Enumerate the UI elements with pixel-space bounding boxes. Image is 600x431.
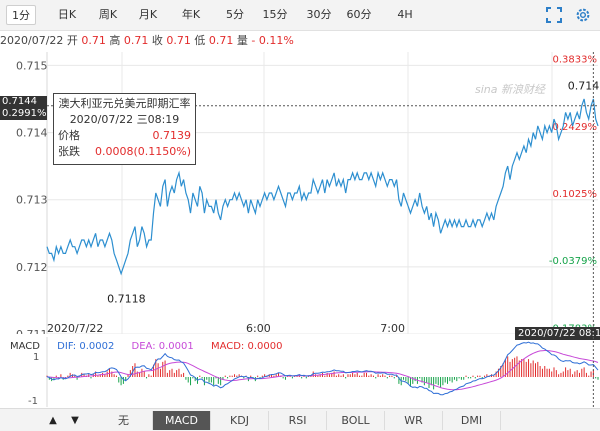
macd-y-tick-1: 1	[33, 352, 39, 363]
crosshair-time-label: 2020/07/22 08:19	[515, 327, 600, 340]
x-tick-label-1: 6:00	[246, 322, 271, 334]
tab-5[interactable]: 5分	[226, 8, 244, 21]
tooltip-time: 2020/07/22 三08:19	[69, 113, 180, 126]
low-label: 低	[194, 34, 206, 47]
crosshair-price: 0.7144	[2, 96, 37, 107]
tab-2[interactable]: 周K	[98, 8, 118, 21]
indicator-tab-bar: ▲ ▼ 无 MACD KDJ RSI BOLL WR DMI	[0, 408, 600, 431]
tab-3[interactable]: 月K	[138, 8, 158, 21]
indicator-tab-4[interactable]: BOLL	[327, 411, 385, 430]
tab-9[interactable]: 4H	[397, 8, 413, 21]
crosshair-price-label: 0.7144 0.2991%	[0, 96, 47, 120]
y-tick-label-2: 0.713	[16, 194, 48, 207]
annotation-1: 0.7118	[107, 292, 146, 305]
y-tick-label-1: 0.714	[16, 127, 48, 140]
pct-tick-label-3: -0.0379%	[549, 256, 597, 267]
dif-line	[46, 341, 599, 396]
macd-value: MACD: 0.0000	[210, 341, 283, 352]
sina-watermark: sina 新浪财经	[475, 83, 545, 96]
macd-title: MACD	[10, 341, 40, 352]
tooltip-change-value: 0.0008(0.1150%)	[94, 145, 191, 158]
macd-legend: MACD DIF: 0.0002 DEA: 0.0001 MACD: 0.000…	[10, 341, 296, 352]
dea-line	[46, 350, 599, 391]
tab-4[interactable]: 年K	[181, 8, 201, 21]
high-label: 高	[109, 34, 121, 47]
open-label: 开	[66, 34, 78, 47]
timeframe-tab-bar: 1分 日K 周K 月K 年K 5分 15分 30分 60分 4H	[0, 0, 600, 31]
pct-tick-label-2: 0.1025%	[553, 189, 598, 200]
tooltip-price-value: 0.7139	[152, 129, 192, 142]
tooltip-change-label: 张跌	[58, 145, 80, 158]
price-tooltip: 澳大利亚元兑美元即期汇率 2020/07/22 三08:19 价格 0.7139…	[53, 93, 196, 165]
high-value: 0.71	[123, 34, 149, 47]
gear-icon[interactable]	[574, 6, 592, 24]
y-tick-label-4: 0.711	[16, 328, 48, 334]
tab-7[interactable]: 30分	[306, 8, 332, 21]
quote-summary: 2020/07/22 开 0.71 高 0.71 收 0.71 低 0.71 量…	[0, 33, 294, 49]
macd-chart[interactable]: 1 -1	[0, 337, 600, 407]
annotation-0: 0.7145	[568, 80, 600, 93]
tab-8[interactable]: 60分	[346, 8, 372, 21]
tab-0[interactable]: 1分	[6, 5, 36, 25]
x-tick-label-0: 2020/7/22	[47, 322, 103, 334]
macd-dea: DEA: 0.0001	[131, 341, 194, 352]
indicator-tab-2[interactable]: KDJ	[211, 411, 269, 430]
indicator-tab-0[interactable]: 无	[95, 411, 153, 430]
y-tick-label-3: 0.712	[16, 261, 48, 274]
pct-tick-label-0: 0.3833%	[553, 55, 598, 66]
tab-1[interactable]: 日K	[57, 8, 77, 21]
indicator-tab-3[interactable]: RSI	[269, 411, 327, 430]
down-arrow-icon[interactable]: ▼	[71, 415, 79, 426]
open-value: 0.71	[81, 34, 106, 47]
y-tick-label-0: 0.715	[16, 59, 48, 72]
volume-label: 量	[236, 34, 248, 47]
price-series-line	[46, 98, 599, 276]
up-arrow-icon[interactable]: ▲	[49, 415, 57, 426]
indicator-tab-5[interactable]: WR	[385, 411, 443, 430]
close-value: 0.71	[166, 34, 191, 47]
tooltip-title: 澳大利亚元兑美元即期汇率	[58, 97, 191, 110]
macd-y-tick-neg1: -1	[28, 396, 38, 407]
macd-dif: DIF: 0.0002	[57, 341, 115, 352]
tab-6[interactable]: 15分	[262, 8, 288, 21]
pct-tick-label-1: 0.2429%	[553, 122, 598, 133]
indicator-tab-6[interactable]: DMI	[443, 411, 501, 430]
change-value: - 0.11%	[251, 34, 294, 47]
crosshair-pct: 0.2991%	[2, 108, 47, 119]
quote-date: 2020/07/22	[0, 34, 64, 47]
tooltip-price-label: 价格	[58, 129, 80, 142]
indicator-tab-1[interactable]: MACD	[153, 411, 211, 430]
low-value: 0.71	[208, 34, 234, 47]
x-tick-label-2: 7:00	[380, 322, 405, 334]
close-label: 收	[151, 34, 163, 47]
fullscreen-icon[interactable]	[546, 7, 562, 23]
